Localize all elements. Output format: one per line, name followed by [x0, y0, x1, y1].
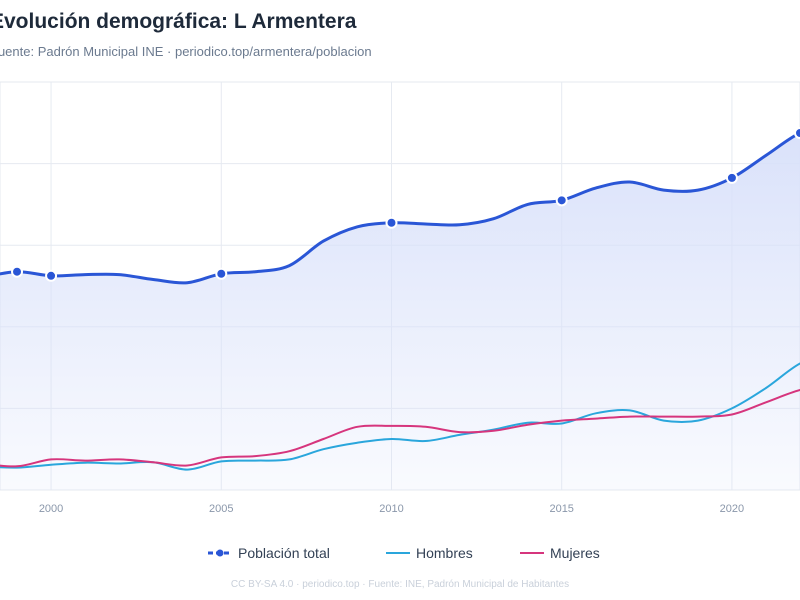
legend: Población total Hombres Mujeres — [208, 545, 600, 561]
series-layer — [0, 123, 800, 490]
data-point-total[interactable] — [794, 127, 800, 139]
legend-label: Población total — [238, 545, 330, 561]
legend-marker — [216, 549, 224, 557]
x-axis: 2000 2005 2010 2015 2020 — [39, 503, 744, 515]
series-line-total[interactable] — [0, 123, 800, 294]
chart-title: Evolución demográfica: L Armentera — [0, 10, 357, 33]
data-point-total[interactable] — [555, 194, 568, 207]
legend-item-hombres[interactable]: Hombres — [386, 545, 473, 561]
credits: CC BY-SA 4.0 · periodico.top · Fuente: I… — [230, 579, 570, 590]
x-tick-label: 2020 — [720, 503, 744, 515]
series-line-mujeres[interactable] — [0, 384, 800, 468]
x-tick-label: 2015 — [549, 503, 573, 515]
x-tick-label: 2000 — [39, 503, 63, 515]
data-point-total[interactable] — [45, 269, 58, 282]
data-point-total[interactable] — [215, 267, 228, 280]
legend-label: Mujeres — [550, 545, 600, 561]
x-tick-label: 2005 — [209, 503, 233, 515]
data-point-total[interactable] — [385, 216, 398, 229]
data-point-total[interactable] — [725, 171, 738, 184]
legend-label: Hombres — [416, 545, 473, 561]
legend-item-mujeres[interactable]: Mujeres — [520, 545, 600, 561]
chart-subtitle: Fuente: Padrón Municipal INE · periodico… — [0, 44, 372, 59]
data-point-total[interactable] — [11, 265, 24, 278]
x-tick-label: 2010 — [379, 503, 403, 515]
series-line-hombres[interactable] — [0, 351, 800, 471]
series-area-total — [0, 133, 800, 490]
legend-item-total[interactable]: Población total — [208, 545, 330, 561]
